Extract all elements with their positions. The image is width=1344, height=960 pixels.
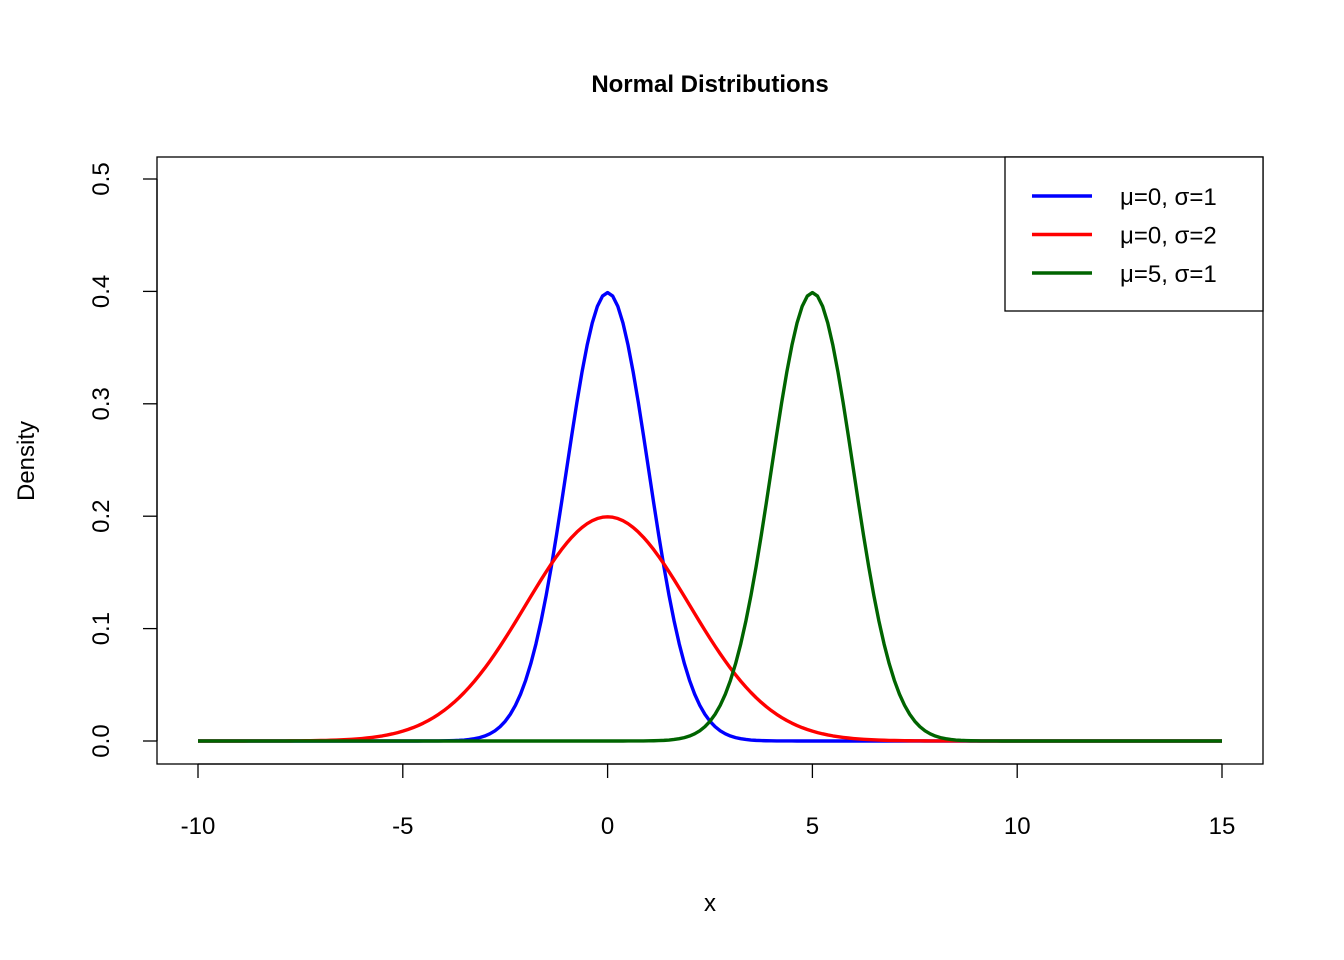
x-tick-label: 5 (806, 813, 819, 840)
y-axis-label: Density (13, 421, 40, 501)
series-line-1 (198, 290, 1222, 743)
x-axis-label: x (704, 890, 716, 917)
legend: μ=0, σ=1 μ=0, σ=2 μ=5, σ=1 (1004, 156, 1264, 312)
legend-label: μ=5, σ=1 (1120, 261, 1217, 288)
chart-title: Normal Distributions (591, 71, 828, 98)
x-tick-label: 15 (1209, 813, 1236, 840)
y-tick-label: 0.3 (88, 387, 115, 420)
y-tick-label: 0.4 (88, 275, 115, 308)
series-line-2 (198, 515, 1222, 743)
y-tick-label: 0.5 (88, 162, 115, 195)
x-tick-label: -10 (181, 813, 216, 840)
y-axis: 0.0 0.1 0.2 0.3 0.4 0.5 (88, 162, 158, 758)
series-lines (198, 290, 1222, 743)
x-tick-label: -5 (392, 813, 413, 840)
y-tick-label: 0.1 (88, 612, 115, 645)
legend-label: μ=0, σ=2 (1120, 223, 1217, 250)
y-tick-label: 0.2 (88, 500, 115, 533)
y-tick-label: 0.0 (88, 724, 115, 757)
legend-label: μ=0, σ=1 (1120, 184, 1217, 211)
x-tick-label: 0 (601, 813, 614, 840)
x-axis: -10 -5 0 5 10 15 (181, 763, 1236, 840)
series-line-3 (198, 290, 1222, 743)
x-tick-label: 10 (1004, 813, 1031, 840)
